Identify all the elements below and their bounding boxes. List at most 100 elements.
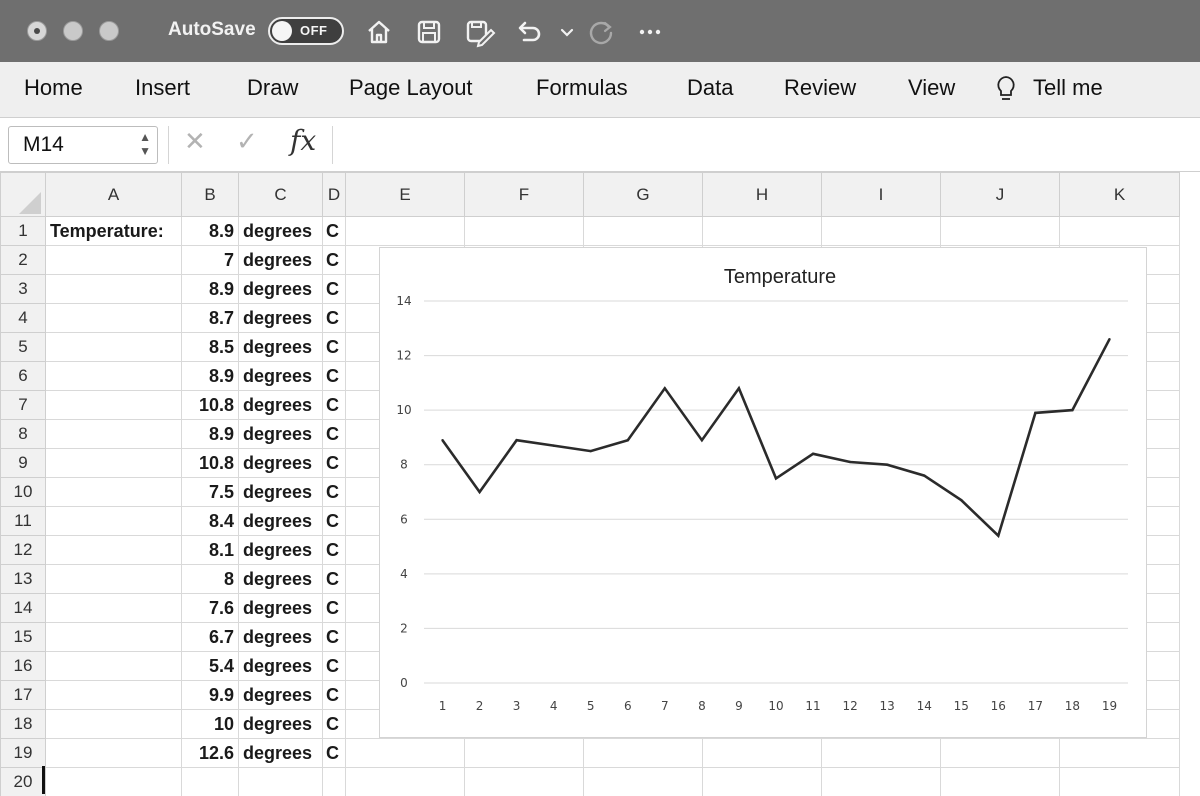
cell-b[interactable]: 8.9 (181, 419, 239, 449)
cell-b[interactable]: 9.9 (181, 680, 239, 710)
cell-a[interactable] (45, 622, 182, 652)
cell-b[interactable]: 7.6 (181, 593, 239, 623)
tab-insert[interactable]: Insert (135, 75, 191, 100)
cell-c[interactable]: degrees (238, 564, 323, 594)
confirm-edit-icon[interactable]: ✓ (236, 126, 258, 156)
cell-d[interactable]: C (322, 738, 346, 768)
lightbulb-icon[interactable] (994, 74, 1018, 104)
redo-icon[interactable] (584, 15, 618, 49)
tab-home[interactable]: Home (24, 75, 83, 100)
cell-b[interactable]: 8.9 (181, 361, 239, 391)
cell-d[interactable]: C (322, 245, 346, 275)
row-header[interactable]: 7 (0, 390, 46, 420)
cell-d[interactable]: C (322, 448, 346, 478)
row-header[interactable]: 13 (0, 564, 46, 594)
row-header[interactable]: 14 (0, 593, 46, 623)
cancel-edit-icon[interactable]: ✕ (184, 126, 206, 156)
cell-b[interactable]: 10.8 (181, 448, 239, 478)
column-header-f[interactable]: F (464, 172, 584, 217)
empty-cell[interactable] (821, 738, 941, 768)
cell-c[interactable]: degrees (238, 651, 323, 681)
empty-cell[interactable] (940, 767, 1060, 796)
empty-cell[interactable] (464, 738, 584, 768)
cell-b[interactable]: 6.7 (181, 622, 239, 652)
autosave-toggle[interactable]: OFF (268, 17, 344, 45)
empty-cell[interactable] (940, 738, 1060, 768)
cell-b[interactable]: 8.9 (181, 274, 239, 304)
empty-cell[interactable] (583, 216, 703, 246)
row-header[interactable]: 17 (0, 680, 46, 710)
column-header-h[interactable]: H (702, 172, 822, 217)
cell-a[interactable] (45, 680, 182, 710)
cell-d[interactable]: C (322, 506, 346, 536)
row-header[interactable]: 8 (0, 419, 46, 449)
column-header-k[interactable]: K (1059, 172, 1180, 217)
cell-c[interactable]: degrees (238, 216, 323, 246)
column-header-d[interactable]: D (322, 172, 346, 217)
cell-a[interactable] (45, 564, 182, 594)
cell-a[interactable] (45, 332, 182, 362)
row-header[interactable]: 9 (0, 448, 46, 478)
cell-d[interactable]: C (322, 564, 346, 594)
column-header-g[interactable]: G (583, 172, 703, 217)
cell-d[interactable]: C (322, 303, 346, 333)
column-header-c[interactable]: C (238, 172, 323, 217)
cell-c[interactable]: degrees (238, 303, 323, 333)
row-header[interactable]: 11 (0, 506, 46, 536)
tab-page-layout[interactable]: Page Layout (349, 75, 473, 100)
home-icon[interactable] (362, 15, 396, 49)
cell-b[interactable] (181, 767, 239, 796)
cell-a[interactable] (45, 651, 182, 681)
row-header[interactable]: 2 (0, 245, 46, 275)
row-header[interactable]: 15 (0, 622, 46, 652)
undo-dropdown-chevron-icon[interactable] (550, 15, 574, 49)
cell-d[interactable]: C (322, 274, 346, 304)
cell-c[interactable]: degrees (238, 680, 323, 710)
row-header[interactable]: 12 (0, 535, 46, 565)
row-header[interactable]: 5 (0, 332, 46, 362)
row-header[interactable]: 3 (0, 274, 46, 304)
cell-a[interactable] (45, 390, 182, 420)
row-header[interactable]: 19 (0, 738, 46, 768)
cell-c[interactable]: degrees (238, 477, 323, 507)
cell-c[interactable]: degrees (238, 332, 323, 362)
empty-cell[interactable] (702, 738, 822, 768)
insert-function-button[interactable]: fx (290, 124, 317, 157)
cell-a[interactable] (45, 245, 182, 275)
column-header-e[interactable]: E (345, 172, 465, 217)
tab-draw[interactable]: Draw (247, 75, 299, 100)
cell-d[interactable]: C (322, 651, 346, 681)
empty-cell[interactable] (1059, 738, 1180, 768)
undo-icon[interactable] (512, 15, 546, 49)
cell-c[interactable]: degrees (238, 506, 323, 536)
cell-c[interactable]: degrees (238, 622, 323, 652)
cell-a[interactable] (45, 274, 182, 304)
column-header-a[interactable]: A (45, 172, 182, 217)
tab-formulas[interactable]: Formulas (536, 75, 628, 100)
cell-b[interactable]: 8.9 (181, 216, 239, 246)
name-box[interactable]: M14 ▲ ▼ (8, 126, 158, 164)
temperature-chart[interactable]: Temperature 0 2 4 6 8 10 12 14 1 2 3 4 5 6 7 8 9 10 11 12 13 1… (379, 247, 1147, 738)
row-header[interactable]: 4 (0, 303, 46, 333)
cell-c[interactable]: degrees (238, 390, 323, 420)
select-all-corner[interactable] (0, 172, 46, 217)
maximize-window-button[interactable] (99, 21, 119, 41)
row-header[interactable]: 6 (0, 361, 46, 391)
save-icon[interactable] (412, 15, 446, 49)
cell-c[interactable]: degrees (238, 245, 323, 275)
cell-d[interactable]: C (322, 332, 346, 362)
cell-d[interactable]: C (322, 680, 346, 710)
empty-cell[interactable] (1059, 767, 1180, 796)
cell-a[interactable] (45, 738, 182, 768)
cell-b[interactable]: 10.8 (181, 390, 239, 420)
cell-c[interactable]: degrees (238, 709, 323, 739)
cell-a[interactable] (45, 303, 182, 333)
cell-a[interactable] (45, 448, 182, 478)
column-header-j[interactable]: J (940, 172, 1060, 217)
empty-cell[interactable] (464, 216, 584, 246)
cell-b[interactable]: 8.4 (181, 506, 239, 536)
cell-a[interactable] (45, 506, 182, 536)
empty-cell[interactable] (583, 767, 703, 796)
empty-cell[interactable] (345, 767, 465, 796)
empty-cell[interactable] (702, 216, 822, 246)
